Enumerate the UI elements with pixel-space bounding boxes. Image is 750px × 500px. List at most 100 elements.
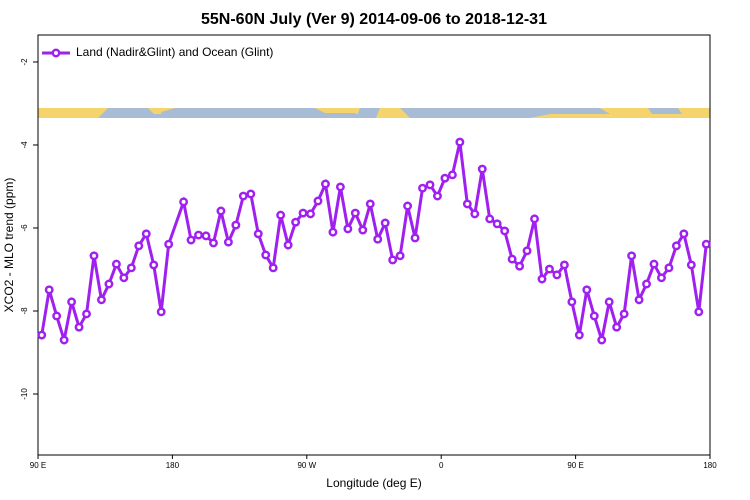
point — [455, 137, 465, 147]
point — [597, 335, 607, 345]
point — [52, 311, 62, 321]
point — [485, 214, 495, 224]
point — [59, 335, 69, 345]
point — [74, 322, 84, 332]
point — [418, 183, 427, 193]
point — [141, 229, 151, 239]
x-tick-label: 180 — [166, 461, 180, 470]
point — [642, 279, 651, 289]
point — [522, 246, 532, 256]
point — [671, 241, 681, 251]
point — [291, 217, 301, 227]
point — [179, 197, 189, 207]
point — [37, 330, 47, 340]
point — [425, 180, 435, 190]
point — [253, 229, 263, 239]
point — [559, 260, 569, 270]
point — [97, 295, 106, 305]
point — [395, 251, 405, 261]
y-tick-label: -4 — [20, 141, 29, 149]
point — [89, 251, 99, 261]
point — [358, 225, 368, 235]
point — [246, 189, 256, 199]
point — [664, 263, 674, 273]
y-tick-label: -10 — [20, 388, 29, 400]
point — [373, 234, 383, 244]
point — [388, 255, 398, 265]
point — [492, 219, 502, 229]
y-tick-label: -6 — [20, 224, 29, 232]
point — [582, 285, 592, 295]
point — [574, 330, 584, 340]
point — [201, 231, 211, 241]
point — [67, 297, 77, 307]
point — [604, 297, 614, 307]
point — [589, 311, 599, 321]
point — [403, 201, 413, 211]
point — [126, 263, 136, 273]
legend-label: Land (Nadir&Glint) and Ocean (Glint) — [76, 45, 273, 59]
point — [186, 235, 196, 245]
point — [350, 208, 360, 218]
point — [82, 309, 91, 319]
point — [552, 270, 562, 280]
point — [612, 322, 622, 332]
point — [649, 259, 659, 269]
y-tick-label: -2 — [20, 58, 29, 66]
x-tick-label: 0 — [439, 461, 444, 470]
point — [634, 295, 644, 305]
x-tick-label: 90 E — [30, 461, 46, 470]
point — [657, 273, 666, 283]
y-axis-label: XCO2 - MLO trend (ppm) — [2, 178, 16, 313]
point — [194, 230, 203, 240]
point — [343, 224, 353, 234]
point — [313, 196, 323, 206]
point — [335, 182, 345, 192]
point — [328, 227, 338, 237]
point — [298, 208, 308, 218]
point — [507, 254, 517, 264]
point — [694, 307, 704, 317]
point — [268, 263, 278, 273]
point — [537, 274, 547, 284]
point — [627, 251, 637, 261]
point — [470, 209, 480, 219]
x-tick-label: 90 W — [297, 461, 316, 470]
point — [545, 264, 554, 274]
point — [365, 199, 375, 209]
point — [433, 191, 442, 201]
point — [567, 297, 577, 307]
point — [149, 260, 159, 270]
x-tick-label: 90 E — [567, 461, 583, 470]
point — [134, 241, 144, 251]
point — [216, 206, 226, 216]
point — [44, 285, 54, 295]
point — [500, 226, 510, 236]
point — [701, 239, 711, 249]
point — [306, 209, 315, 219]
point — [156, 307, 166, 317]
point — [321, 179, 330, 189]
point — [231, 220, 241, 230]
point — [619, 309, 629, 319]
point — [238, 191, 248, 201]
point — [261, 250, 271, 260]
point — [530, 214, 539, 224]
point — [209, 238, 218, 248]
point — [462, 199, 472, 209]
chart-title: 55N-60N July (Ver 9) 2014-09-06 to 2018-… — [201, 11, 547, 28]
point — [380, 218, 390, 228]
point — [447, 170, 457, 180]
point — [515, 261, 525, 271]
legend-marker — [51, 48, 61, 58]
x-axis-label: Longitude (deg E) — [326, 476, 421, 490]
point — [440, 173, 450, 183]
point — [686, 260, 696, 270]
point — [104, 279, 114, 289]
point — [111, 259, 121, 269]
point — [164, 239, 174, 249]
point — [119, 273, 129, 283]
point — [679, 229, 689, 239]
point — [477, 164, 487, 174]
